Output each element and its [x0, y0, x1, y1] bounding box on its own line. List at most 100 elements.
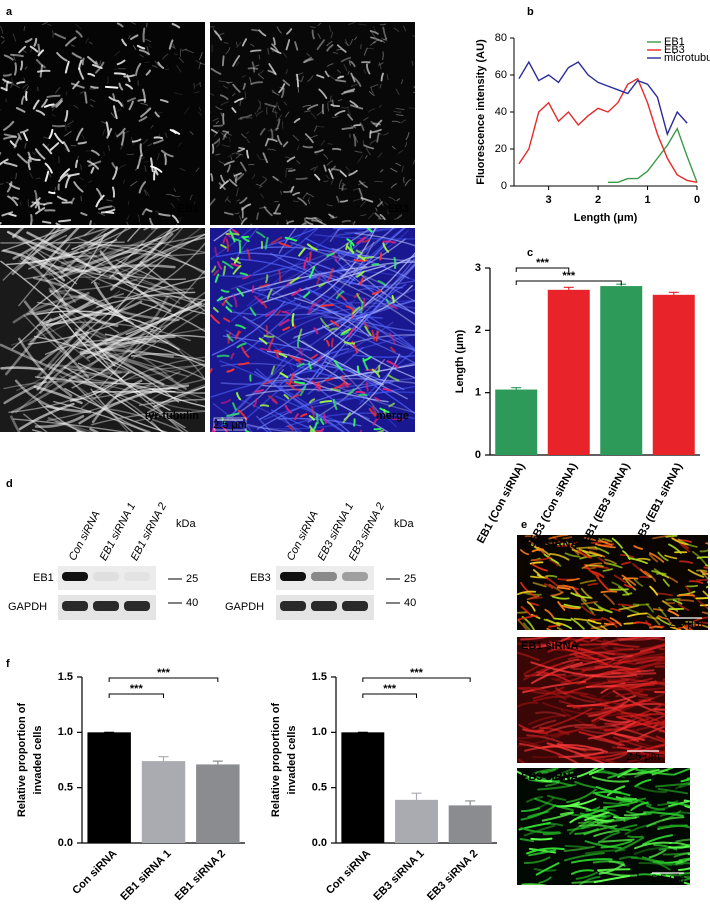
filament [221, 144, 231, 147]
filament [226, 333, 234, 342]
y-tick-label: 20 [495, 143, 507, 155]
filament [35, 58, 46, 69]
filament [302, 145, 314, 149]
filament [643, 570, 657, 582]
filament [55, 100, 63, 108]
series-line [607, 127, 698, 183]
filament [550, 558, 562, 567]
filament [218, 160, 225, 164]
filament [222, 85, 229, 89]
filament [88, 41, 93, 45]
filament [330, 319, 340, 327]
scale-label: 2.5 μm [651, 873, 685, 885]
filament [382, 26, 388, 40]
filament [592, 860, 624, 864]
filament [413, 86, 415, 88]
filament [228, 178, 238, 187]
filament [332, 400, 390, 432]
filament [272, 37, 276, 46]
filament [592, 724, 658, 750]
filament [314, 152, 319, 155]
marker-label: 40 [404, 597, 416, 609]
filament [51, 106, 56, 112]
filament [379, 213, 386, 221]
filament [284, 156, 292, 160]
filament [274, 109, 278, 118]
filament [569, 705, 631, 718]
filament [650, 803, 678, 813]
filament [321, 325, 415, 379]
filament [532, 686, 565, 700]
filament [267, 148, 276, 151]
filament [324, 377, 335, 382]
filament [358, 180, 368, 189]
filament [304, 58, 312, 61]
filament [685, 620, 696, 624]
filament [553, 617, 572, 622]
filament [95, 187, 103, 200]
filament [339, 170, 347, 178]
filament [58, 219, 72, 223]
y-tick-label: 0 [475, 449, 481, 461]
filament [230, 310, 338, 316]
filament [579, 812, 607, 818]
filament [518, 742, 580, 763]
band [280, 572, 306, 581]
filament [651, 720, 665, 729]
filament [23, 413, 48, 432]
filament [93, 281, 128, 323]
filament [279, 347, 350, 386]
filament [556, 541, 578, 547]
error-bar [668, 291, 679, 295]
filament [645, 620, 654, 630]
filament [131, 138, 142, 143]
filament [533, 867, 557, 872]
filament [210, 110, 211, 115]
filament [10, 415, 21, 432]
filament [271, 91, 280, 96]
filament [132, 45, 137, 51]
bar [196, 764, 240, 843]
filament [366, 228, 373, 233]
filament [99, 228, 128, 256]
micrograph [517, 535, 708, 630]
filament [390, 167, 398, 173]
filament [326, 160, 333, 166]
filament [108, 96, 118, 102]
filament [25, 91, 28, 101]
filament [87, 56, 98, 65]
filament [260, 179, 267, 186]
filament [275, 102, 278, 108]
filament [235, 324, 246, 330]
filament [256, 110, 264, 116]
filament [363, 322, 369, 330]
filament [65, 36, 77, 47]
filament [303, 58, 314, 64]
error-bar [411, 792, 422, 800]
filament [3, 135, 18, 140]
legend-label: EB3 [664, 44, 685, 56]
filament [657, 614, 668, 620]
y-tick-label: 0.5 [312, 782, 327, 794]
filament [370, 36, 383, 43]
filament [620, 657, 665, 675]
filament [352, 198, 362, 202]
filament [378, 62, 384, 66]
filament [548, 535, 569, 540]
filament [37, 43, 41, 55]
filament [360, 200, 366, 207]
filament [346, 388, 355, 395]
filament [316, 333, 415, 362]
filament [47, 23, 52, 26]
filament [352, 133, 357, 147]
filament [2, 234, 68, 281]
filament [681, 625, 690, 630]
filament [267, 138, 278, 143]
filament [657, 787, 689, 795]
micrograph [0, 22, 205, 225]
filament [212, 306, 219, 313]
filament [401, 165, 404, 173]
filament [351, 75, 362, 87]
significance-label: *** [562, 270, 576, 282]
filament [311, 385, 415, 409]
